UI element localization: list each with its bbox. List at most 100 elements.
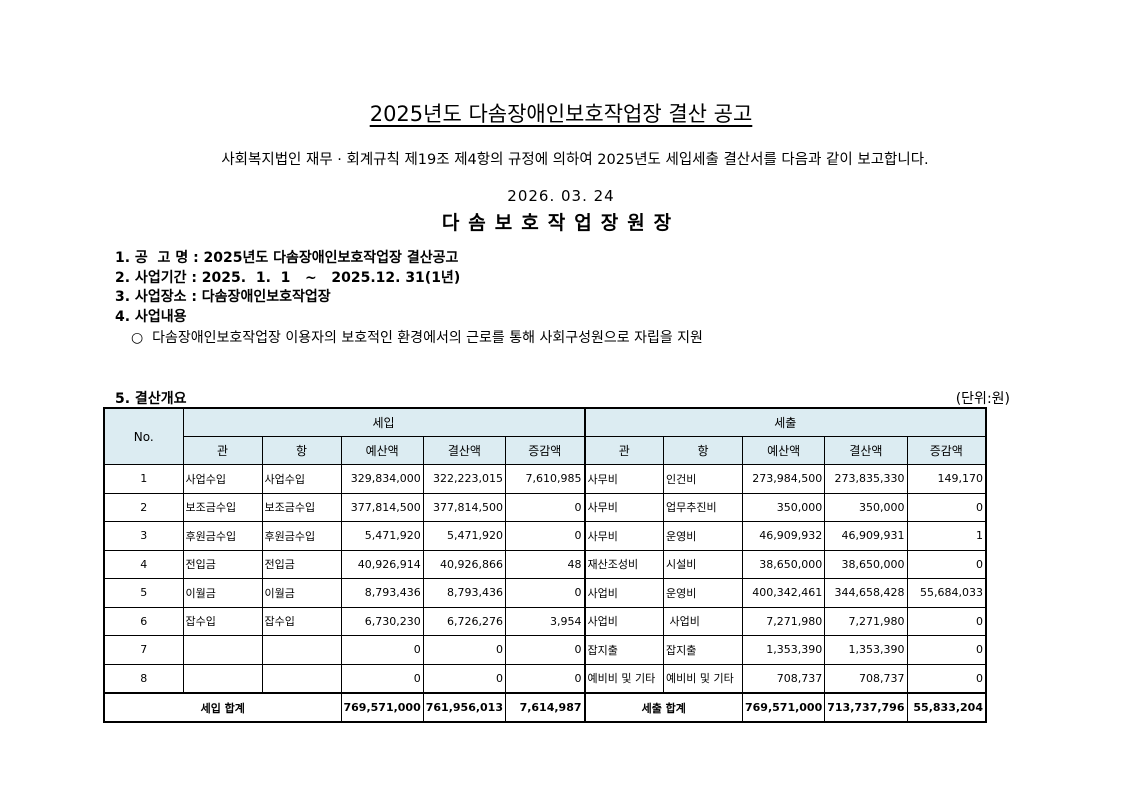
table-cell: 이월금 [182,578,263,608]
table-row: 6 잡수입 잡수입 6,730,230 6,726,276 3,954 사업비 사업비 7,2… [103,606,987,636]
table-cell: 377,814,500 [422,492,507,522]
table-cell: 0 [505,492,586,522]
table-row: 7 0 0 0 잡지출 잡지출 1,353,390 1,353,390 0 [103,635,987,665]
table-row: 3 후원금수입 후원금수입 5,471,920 5,471,920 0 사무비 운영비 46,9… [103,521,987,551]
table-cell: 5 [103,578,184,608]
header-no: No. [103,407,184,465]
table-cell: 0 [906,635,987,665]
column-header: 항 [261,436,342,465]
total-cell: 55,833,204 [906,692,987,723]
table-cell: 잡수입 [261,606,342,636]
table-cell: 48 [505,549,586,579]
column-header: 결산액 [422,436,507,465]
table-cell: 3 [103,521,184,551]
table-cell [182,663,263,694]
table-cell: 0 [505,521,586,551]
table-cell: 사업비 [584,606,664,636]
table-cell: 0 [340,635,424,665]
table-cell: 708,737 [824,663,908,694]
table-row: 4 전입금 전입금 40,926,914 40,926,866 48 재산조성비 시설비 38,… [103,549,987,579]
table-cell: 보조금수입 [182,492,263,522]
table-cell: 344,658,428 [824,578,908,608]
table-cell: 8 [103,663,184,694]
total-cell: 769,571,000 [741,692,826,723]
table-cell: 273,835,330 [824,464,908,494]
unit-label: (단위:원) [955,391,1010,407]
table-cell: 350,000 [741,492,826,522]
table-cell: 1 [103,464,184,494]
table-cell: 0 [340,663,424,694]
table-cell: 사업비 [663,606,743,636]
total-cell: 세출 합계 [584,692,743,723]
intro-text: 사회복지법인 재무 · 회계규칙 제19조 제4항의 규정에 의하여 2025년… [221,152,929,168]
column-header: 항 [663,436,743,465]
table-cell: 7,271,980 [824,606,908,636]
table-cell: 46,909,932 [741,521,826,551]
table-cell: 5,471,920 [422,521,507,551]
table-cell: 3,954 [505,606,586,636]
table-cell: 인건비 [663,464,743,494]
table-cell [182,635,263,665]
header-income: 세입 [182,407,586,437]
table-cell: 0 [906,549,987,579]
table-cell: 8,793,436 [340,578,424,608]
table-cell: 0 [505,635,586,665]
table-cell: 운영비 [663,521,743,551]
table-cell: 보조금수입 [261,492,342,522]
organization: 다솜보호작업장원장 [441,212,681,234]
table-cell: 273,984,500 [741,464,826,494]
table-cell: 4 [103,549,184,579]
table-row: 2 보조금수입 보조금수입 377,814,500 377,814,500 0 사무비 업무추… [103,492,987,522]
table-cell: 0 [906,606,987,636]
table-cell: 후원금수입 [261,521,342,551]
table-cell: 8,793,436 [422,578,507,608]
column-header: 증감액 [906,436,987,465]
table-cell: 사무비 [584,464,664,494]
table-cell: 업무추진비 [663,492,743,522]
total-cell: 713,737,796 [824,692,908,723]
table-cell: 1,353,390 [741,635,826,665]
table-cell: 사업수입 [182,464,263,494]
table-cell: 시설비 [663,549,743,579]
business-content: ○ 다솜장애인보호작업장 이용자의 보호적인 환경에서의 근로를 통해 사회구성… [131,330,703,346]
table-cell: 잡수입 [182,606,263,636]
table-row: 1 사업수입 사업수입 329,834,000 322,223,015 7,610,985… [103,464,987,494]
table-cell: 400,342,461 [741,578,826,608]
table-cell: 5,471,920 [340,521,424,551]
table-cell: 사무비 [584,492,664,522]
table-cell: 사무비 [584,521,664,551]
table-cell: 사업수입 [261,464,342,494]
table-cell: 0 [505,578,586,608]
table-row: 8 0 0 0 예비비 및 기타 예비비 및 기타 708,737 708,737 0 [103,663,987,694]
table-cell: 6,726,276 [422,606,507,636]
table-cell: 1 [906,521,987,551]
table-cell: 46,909,931 [824,521,908,551]
table-cell: 7,271,980 [741,606,826,636]
table-cell: 운영비 [663,578,743,608]
table-cell: 0 [422,635,507,665]
total-cell: 761,956,013 [422,692,507,723]
info-item: 3. 사업장소 : 다솜장애인보호작업장 [115,289,331,305]
info-item: 4. 사업내용 [115,308,187,325]
date: 2026. 03. 24 [507,187,615,205]
column-header: 관 [182,436,263,465]
table-cell: 전입금 [182,549,263,579]
table-cell: 7,610,985 [505,464,586,494]
table-cell: 40,926,866 [422,549,507,579]
table-cell: 0 [906,663,987,694]
table-cell: 재산조성비 [584,549,664,579]
table-cell: 55,684,033 [906,578,987,608]
table-cell: 377,814,500 [340,492,424,522]
header-expense: 세출 [584,407,987,437]
table-cell [261,635,342,665]
table-cell: 38,650,000 [741,549,826,579]
total-cell: 769,571,000 [340,692,424,723]
table-cell: 0 [422,663,507,694]
total-cell: 세입 합계 [103,692,342,723]
table-cell [261,663,342,694]
table-cell: 예비비 및 기타 [584,663,664,694]
table-cell: 149,170 [906,464,987,494]
table-cell: 329,834,000 [340,464,424,494]
table-cell: 7 [103,635,184,665]
